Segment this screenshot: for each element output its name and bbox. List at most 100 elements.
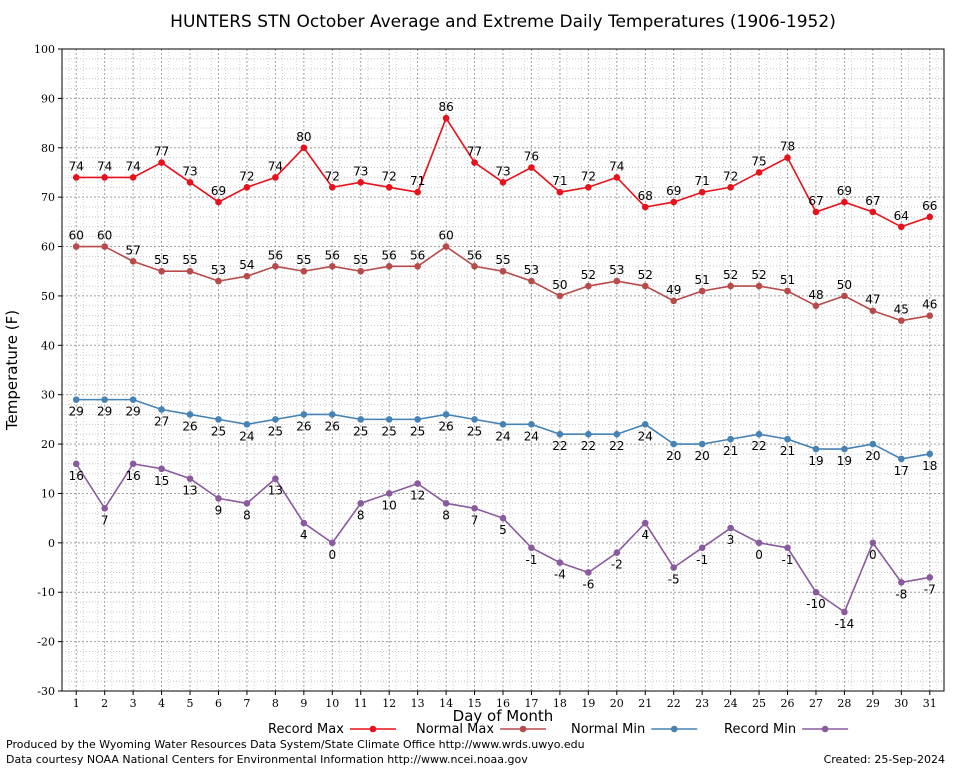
data-label-normal-max: 50	[552, 278, 567, 292]
x-tick-label: 27	[809, 697, 823, 710]
x-tick-label: 25	[752, 697, 766, 710]
data-point-normal-max	[698, 287, 706, 295]
legend-label-normal-max: Normal Max	[416, 722, 494, 737]
footer-data-courtesy: Data courtesy NOAA National Centers for …	[6, 753, 528, 766]
x-tick-label: 7	[243, 697, 250, 710]
data-point-normal-min	[613, 430, 621, 438]
chart-title: HUNTERS STN October Average and Extreme …	[170, 12, 836, 32]
data-point-record-max	[670, 198, 678, 206]
data-label-normal-max: 60	[69, 229, 84, 243]
data-label-record-min: 7	[101, 513, 109, 527]
legend-marker-normal-max	[519, 725, 527, 733]
legend-marker-record-max	[369, 725, 377, 733]
footer-created-date: Created: 25-Sep-2024	[824, 753, 945, 766]
data-label-normal-max: 55	[495, 253, 510, 267]
data-label-record-max: 74	[97, 159, 112, 173]
data-point-record-min	[641, 519, 649, 527]
x-tick-label: 18	[553, 697, 567, 710]
data-point-record-max	[72, 174, 80, 181]
x-tick-label: 11	[354, 697, 368, 710]
y-tick-label: 40	[41, 339, 55, 352]
data-point-normal-min	[499, 421, 507, 428]
data-label-normal-max: 55	[353, 253, 368, 267]
data-label-normal-min: 24	[638, 429, 653, 443]
data-point-record-min	[328, 539, 336, 547]
data-label-normal-min: 25	[353, 424, 368, 438]
data-label-record-max: 78	[780, 140, 795, 154]
data-point-normal-max	[841, 292, 848, 300]
data-label-record-min: 8	[357, 508, 365, 522]
data-label-record-min: -7	[924, 582, 936, 596]
data-point-record-max	[243, 183, 251, 191]
y-tick-label: 70	[41, 191, 55, 204]
data-point-normal-min	[158, 406, 165, 413]
data-label-normal-max: 49	[666, 283, 681, 297]
data-label-record-max: 73	[495, 164, 510, 178]
data-label-normal-max: 57	[125, 243, 140, 257]
data-label-normal-max: 50	[837, 278, 852, 292]
data-label-normal-min: 22	[751, 439, 766, 453]
data-point-normal-min	[670, 440, 678, 448]
data-point-normal-max	[101, 243, 108, 250]
data-label-record-min: 16	[125, 469, 140, 483]
data-point-record-min	[357, 500, 365, 507]
x-tick-label: 20	[610, 697, 624, 710]
data-point-record-min	[300, 519, 308, 527]
data-label-normal-min: 18	[922, 459, 937, 473]
data-point-normal-max	[385, 262, 393, 270]
data-label-record-min: -1	[525, 553, 537, 567]
data-point-record-min	[243, 500, 251, 507]
data-point-record-max	[357, 179, 365, 186]
legend-label-record-max: Record Max	[268, 722, 344, 737]
data-point-record-max	[613, 174, 621, 181]
minor-gridlines	[62, 49, 944, 691]
data-label-record-max: 73	[182, 164, 197, 178]
data-point-record-max	[585, 183, 592, 191]
data-label-normal-min: 22	[609, 439, 624, 453]
data-point-record-max	[869, 208, 877, 216]
data-label-normal-min: 20	[695, 449, 710, 463]
data-label-normal-max: 56	[382, 248, 397, 262]
data-label-record-min: -8	[895, 587, 907, 601]
data-point-record-min	[812, 588, 820, 596]
data-label-normal-max: 51	[780, 273, 795, 287]
data-point-normal-min	[556, 430, 564, 438]
data-point-normal-min	[272, 416, 279, 423]
x-tick-label: 22	[667, 697, 681, 710]
data-point-record-max	[784, 154, 791, 161]
data-point-normal-min	[698, 440, 706, 448]
data-label-record-min: 15	[154, 474, 169, 488]
legend-label-normal-min: Normal Min	[571, 722, 645, 737]
data-point-record-min	[72, 460, 80, 468]
data-point-record-max	[698, 188, 706, 196]
data-point-record-max	[186, 179, 194, 186]
x-tick-label: 23	[695, 697, 709, 710]
data-label-record-max: 68	[638, 189, 653, 203]
y-tick-label: 100	[34, 43, 55, 56]
x-tick-label: 8	[272, 697, 279, 710]
data-label-record-max: 72	[239, 169, 254, 183]
data-label-normal-max: 53	[524, 263, 539, 277]
data-label-record-max: 66	[922, 199, 937, 213]
data-label-record-min: 13	[268, 484, 283, 498]
data-label-record-max: 76	[524, 150, 539, 164]
y-tick-label: 20	[41, 438, 55, 451]
data-point-normal-min	[442, 411, 450, 418]
data-point-normal-min	[641, 421, 649, 428]
data-label-normal-max: 52	[581, 268, 596, 282]
data-point-normal-min	[243, 421, 251, 428]
x-tick-label: 1	[73, 697, 80, 710]
data-point-normal-max	[556, 292, 564, 300]
x-tick-label: 4	[158, 697, 165, 710]
data-label-normal-min: 24	[524, 429, 539, 443]
data-point-record-max	[499, 179, 507, 186]
data-point-normal-max	[641, 282, 649, 290]
data-label-record-max: 77	[467, 145, 482, 159]
data-point-record-min	[442, 500, 450, 507]
data-label-record-max: 72	[723, 169, 738, 183]
x-tick-label: 5	[187, 697, 194, 710]
data-point-record-min	[869, 539, 877, 547]
data-point-normal-min	[186, 411, 194, 418]
x-tick-label: 17	[524, 697, 538, 710]
data-label-normal-min: 24	[495, 429, 510, 443]
